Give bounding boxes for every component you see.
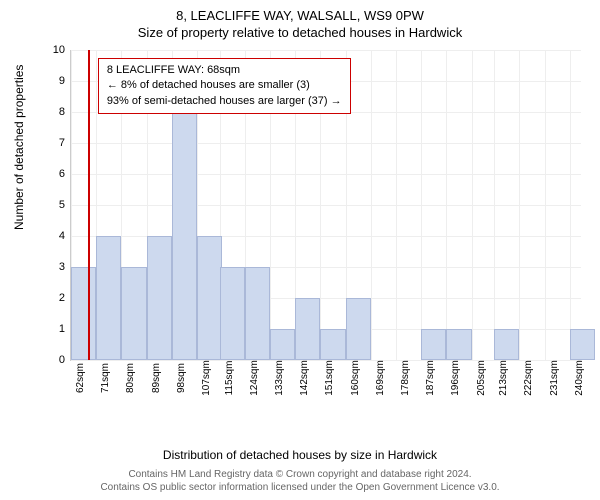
x-tick-label: 98sqm xyxy=(172,363,187,393)
histogram-bar xyxy=(220,267,245,360)
x-tick-label: 160sqm xyxy=(346,360,361,396)
histogram-bar xyxy=(446,329,471,360)
histogram-bar xyxy=(570,329,595,360)
y-tick-label: 6 xyxy=(59,168,71,180)
histogram-bar xyxy=(96,236,121,360)
callout-box: 8 LEACLIFFE WAY: 68sqm← 8% of detached h… xyxy=(98,58,351,114)
callout-line-1: 8 LEACLIFFE WAY: 68sqm xyxy=(107,63,342,78)
x-tick-label: 133sqm xyxy=(270,360,285,396)
callout-line-3: 93% of semi-detached houses are larger (… xyxy=(107,94,342,109)
gridline-v xyxy=(396,50,397,360)
histogram-bar xyxy=(295,298,320,360)
y-tick-label: 0 xyxy=(59,354,71,366)
histogram-bar xyxy=(346,298,371,360)
page-subtitle: Size of property relative to detached ho… xyxy=(0,23,600,40)
histogram-bar xyxy=(172,112,197,360)
histogram-bar xyxy=(320,329,345,360)
histogram-bar xyxy=(494,329,519,360)
footer-line-2: Contains OS public sector information li… xyxy=(0,481,600,494)
histogram-bar xyxy=(197,236,222,360)
y-tick-label: 4 xyxy=(59,230,71,242)
chart-container: 8, LEACLIFFE WAY, WALSALL, WS9 0PW Size … xyxy=(0,0,600,500)
x-tick-label: 222sqm xyxy=(519,360,534,396)
x-tick-label: 62sqm xyxy=(71,363,86,393)
histogram-bar xyxy=(270,329,295,360)
x-tick-label: 205sqm xyxy=(472,360,487,396)
x-tick-label: 124sqm xyxy=(245,360,260,396)
gridline-v xyxy=(545,50,546,360)
histogram-bar xyxy=(421,329,446,360)
page-title: 8, LEACLIFFE WAY, WALSALL, WS9 0PW xyxy=(0,0,600,23)
histogram-bar xyxy=(71,267,96,360)
x-tick-label: 196sqm xyxy=(446,360,461,396)
reference-line xyxy=(88,50,90,360)
gridline-v xyxy=(472,50,473,360)
histogram-bar xyxy=(147,236,172,360)
gridline-v xyxy=(421,50,422,360)
y-tick-label: 7 xyxy=(59,137,71,149)
gridline-v xyxy=(446,50,447,360)
gridline-v xyxy=(570,50,571,360)
y-tick-label: 1 xyxy=(59,323,71,335)
x-axis-label: Distribution of detached houses by size … xyxy=(0,448,600,462)
y-tick-label: 10 xyxy=(53,44,71,56)
x-tick-label: 187sqm xyxy=(421,360,436,396)
x-tick-label: 142sqm xyxy=(295,360,310,396)
x-tick-label: 107sqm xyxy=(197,360,212,396)
chart-area: 01234567891062sqm71sqm80sqm89sqm98sqm107… xyxy=(70,50,580,410)
plot-region: 01234567891062sqm71sqm80sqm89sqm98sqm107… xyxy=(70,50,581,361)
y-tick-label: 8 xyxy=(59,106,71,118)
x-tick-label: 80sqm xyxy=(121,363,136,393)
x-tick-label: 169sqm xyxy=(371,360,386,396)
x-tick-label: 115sqm xyxy=(220,361,235,396)
x-tick-label: 231sqm xyxy=(545,360,560,396)
gridline-v xyxy=(371,50,372,360)
x-tick-label: 89sqm xyxy=(147,363,162,393)
histogram-bar xyxy=(121,267,146,360)
histogram-bar xyxy=(245,267,270,360)
x-tick-label: 151sqm xyxy=(320,360,335,396)
x-tick-label: 71sqm xyxy=(96,363,111,393)
x-tick-label: 213sqm xyxy=(494,360,509,396)
x-tick-label: 178sqm xyxy=(396,360,411,396)
y-axis-label: Number of detached properties xyxy=(12,65,26,230)
callout-line-2: ← 8% of detached houses are smaller (3) xyxy=(107,78,342,93)
gridline-v xyxy=(494,50,495,360)
y-tick-label: 3 xyxy=(59,261,71,273)
y-tick-label: 9 xyxy=(59,75,71,87)
y-tick-label: 5 xyxy=(59,199,71,211)
y-tick-label: 2 xyxy=(59,292,71,304)
gridline-v xyxy=(519,50,520,360)
x-tick-label: 240sqm xyxy=(570,360,585,396)
footer-line-1: Contains HM Land Registry data © Crown c… xyxy=(0,468,600,481)
footer-attribution: Contains HM Land Registry data © Crown c… xyxy=(0,468,600,494)
